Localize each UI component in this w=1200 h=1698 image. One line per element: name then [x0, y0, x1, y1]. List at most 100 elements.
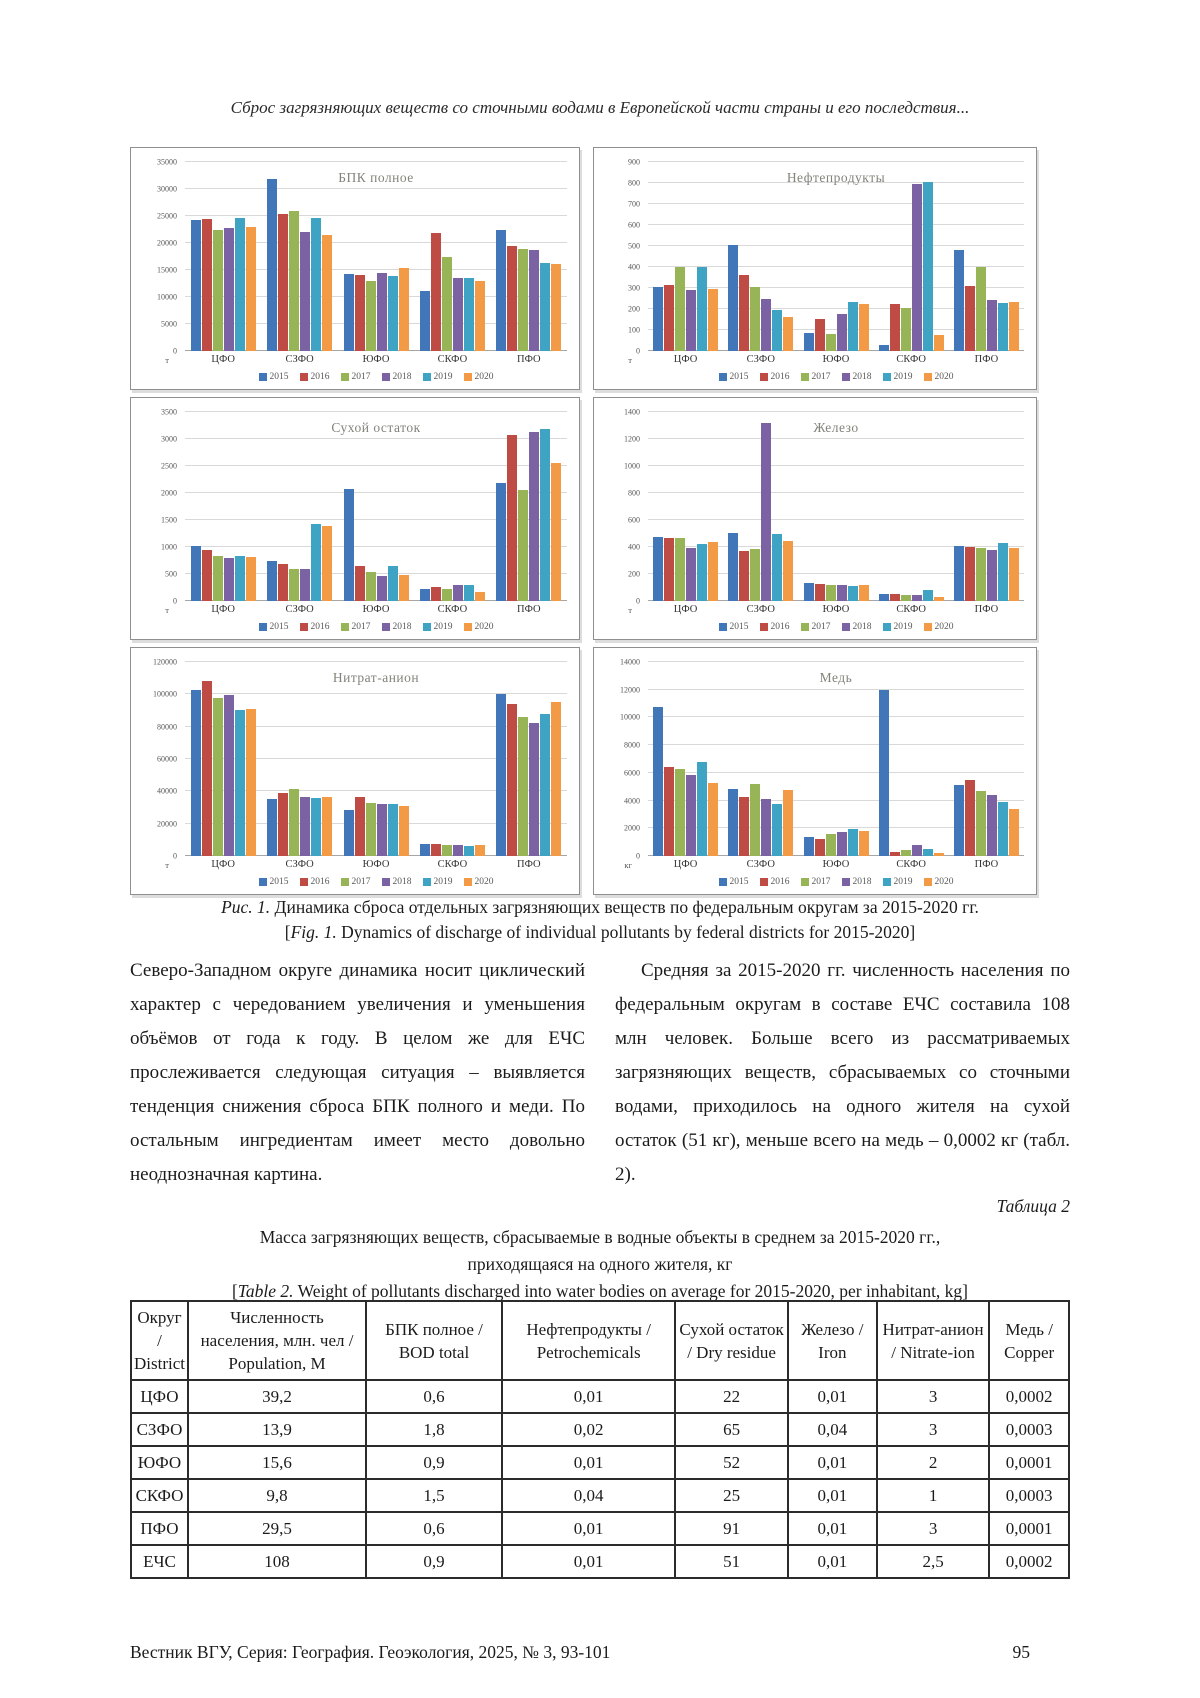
legend-item-2017: 2017 — [800, 622, 831, 632]
gridline — [648, 519, 1024, 520]
legend-item-2015: 2015 — [718, 622, 749, 632]
legend-swatch — [718, 372, 727, 381]
bar-group-СЗФО — [723, 412, 798, 601]
gridline — [185, 242, 567, 243]
gridline — [648, 411, 1024, 412]
body-column-left: Северо-Западном округе динамика носит ци… — [130, 960, 585, 1185]
bar-ЦФО-2018 — [686, 290, 697, 351]
table-cell: 0,0002 — [988, 1379, 1070, 1414]
legend-label: 2015 — [729, 876, 749, 887]
table-header-cell: Сухой остаток / Dry residue — [674, 1300, 789, 1381]
bar-ПФО-2015 — [953, 250, 964, 351]
table-cell: 0,01 — [786, 1511, 878, 1546]
legend-label: 2015 — [269, 371, 289, 382]
bar-ЮФО-2018 — [376, 576, 387, 601]
bar-СЗФО-2020 — [322, 234, 333, 351]
bar-СКФО-2020 — [933, 335, 944, 351]
legend-label: 2020 — [474, 371, 494, 382]
table-cell: 13,9 — [186, 1412, 368, 1447]
bar-СЗФО-2020 — [322, 525, 333, 601]
figure-caption: Рис. 1. Динамика сброса отдельных загряз… — [130, 895, 1070, 945]
y-tick-label: 1000 — [624, 461, 640, 471]
y-tick-label: 15000 — [157, 265, 177, 275]
bar-ЦФО-2019 — [697, 267, 708, 351]
category-label-ПФО: ПФО — [974, 859, 999, 870]
table-header-cell: Численность населения, млн. чел / Popula… — [186, 1300, 368, 1381]
legend-item-2018: 2018 — [381, 877, 412, 887]
category-label-СКФО: СКФО — [896, 354, 926, 365]
bar-ЮФО-2018 — [836, 313, 847, 351]
bar-СКФО-2017 — [441, 256, 452, 351]
category-label-ЦФО: ЦФО — [673, 354, 698, 365]
bar-СКФО-2017 — [900, 849, 911, 856]
page-footer: Вестник ВГУ, Серия: География. Геоэколог… — [130, 1642, 1030, 1663]
gridline — [185, 546, 567, 547]
chart-panel-6: 0 2000 4000 6000 8000 10000 12000 14000 Медь кг ЦФ… — [593, 647, 1037, 895]
table-cell: СКФО — [130, 1478, 189, 1513]
table-row: ЮФО 15,6 0,9 0,01 52 0,01 2 0,0001 — [130, 1445, 1070, 1480]
y-tick-label: 0 — [636, 851, 640, 861]
table-cell: 0,9 — [365, 1544, 503, 1579]
gridline — [648, 546, 1024, 547]
category-label-ЮФО: ЮФО — [362, 354, 390, 365]
gridline — [648, 799, 1024, 801]
table-cell: 25 — [674, 1478, 789, 1513]
table-cell: 22 — [674, 1379, 789, 1414]
bar-group-ПФО — [949, 162, 1024, 351]
legend-item-2017: 2017 — [340, 877, 371, 887]
category-label-ЮФО: ЮФО — [822, 354, 850, 365]
bar-СЗФО-2020 — [783, 540, 794, 601]
table-row: ЦФО 39,2 0,6 0,01 22 0,01 3 0,0002 — [130, 1379, 1070, 1414]
category-label-СЗФО: СЗФО — [746, 354, 775, 365]
legend-item-2018: 2018 — [841, 877, 872, 887]
legend-swatch — [882, 877, 891, 886]
legend-label: 2018 — [392, 621, 412, 632]
legend-swatch — [299, 877, 308, 886]
bar-СЗФО-2019 — [311, 217, 322, 351]
category-label-ПФО: ПФО — [974, 604, 999, 615]
legend-item-2019: 2019 — [882, 622, 913, 632]
bar-group-ПФО — [491, 662, 567, 856]
y-tick-label: 1500 — [161, 515, 177, 525]
bar-СЗФО-2020 — [783, 316, 794, 351]
bar-СЗФО-2019 — [311, 524, 322, 601]
table-caption: Масса загрязняющих веществ, сбрасываемые… — [130, 1224, 1070, 1305]
bar-ЮФО-2017 — [365, 571, 376, 601]
bar-groups — [185, 662, 567, 856]
table-cell: 65 — [674, 1412, 789, 1447]
bar-ПФО-2020 — [551, 462, 562, 601]
category-label-СКФО: СКФО — [437, 354, 468, 365]
x-axis: т ЦФО СЗФО ЮФО СКФО ПФО — [139, 856, 567, 873]
legend-swatch — [923, 372, 932, 381]
y-axis: 0 100 200 300 400 500 600 700 800 900 — [602, 158, 648, 356]
bar-ЦФО-2016 — [201, 680, 212, 856]
legend-item-2019: 2019 — [422, 372, 453, 382]
bar-ЦФО-2019 — [234, 218, 245, 351]
category-label-ПФО: ПФО — [517, 354, 541, 365]
legend-label: 2019 — [433, 876, 453, 887]
bar-ПФО-2019 — [540, 713, 551, 856]
gridline — [648, 827, 1024, 829]
legend-swatch — [299, 622, 308, 631]
bar-СКФО-2016 — [889, 594, 900, 601]
bar-ЮФО-2017 — [825, 833, 836, 856]
table-header-cell: Железо / Iron — [786, 1300, 878, 1381]
table-row: СЗФО 13,9 1,8 0,02 65 0,04 3 0,0003 — [130, 1412, 1070, 1447]
bar-ПФО-2016 — [507, 704, 518, 856]
gridline — [185, 188, 567, 189]
y-tick-label: 500 — [628, 241, 640, 251]
bar-СЗФО-2019 — [772, 804, 783, 856]
bar-ПФО-2017 — [975, 547, 986, 601]
bar-ЦФО-2015 — [653, 286, 664, 351]
table-header-cell: Округ / District — [130, 1300, 189, 1381]
category-label-ЮФО: ЮФО — [822, 859, 850, 870]
gridline — [185, 215, 567, 216]
legend-swatch — [841, 877, 850, 886]
legend-item-2016: 2016 — [299, 372, 330, 382]
bar-group-СКФО — [414, 412, 490, 601]
bar-ЦФО-2019 — [234, 709, 245, 856]
bar-group-ЦФО — [185, 662, 261, 856]
legend-item-2019: 2019 — [882, 877, 913, 887]
bar-ЮФО-2015 — [803, 332, 814, 351]
body-column-right: Средняя за 2015-2020 гг. численность нас… — [615, 960, 1070, 1185]
